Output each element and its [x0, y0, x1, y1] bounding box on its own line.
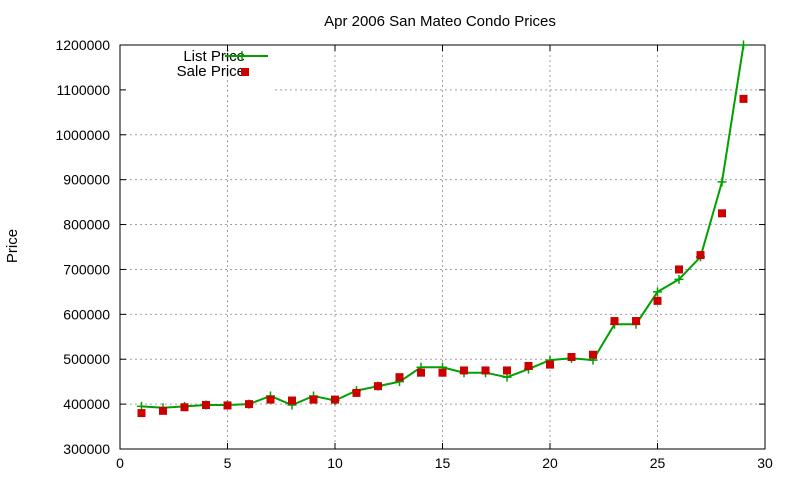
sale-price-point	[460, 366, 468, 375]
list-price-point	[739, 40, 748, 50]
sale-price-point	[438, 368, 447, 377]
sale-price-point	[718, 209, 726, 218]
x-tick-label: 10	[327, 455, 343, 471]
sale-price-point	[288, 396, 296, 405]
y-tick-label: 300000	[63, 441, 110, 457]
sale-price-point	[503, 366, 511, 375]
y-tick-label: 400000	[63, 396, 110, 412]
sale-price-point	[524, 361, 533, 370]
sale-price-point	[331, 395, 339, 404]
sale-price-point	[352, 388, 361, 397]
list-price-point	[653, 287, 662, 297]
axis-ticks: 0 5 10 15 20 25 30 300000 400000 500000 600000 7000…	[55, 37, 773, 471]
y-tick-label: 700000	[63, 261, 110, 277]
sale-price-point	[739, 94, 748, 103]
y-tick-label: 1200000	[55, 37, 110, 53]
sale-price-point	[245, 400, 253, 409]
x-tick-label: 30	[757, 455, 773, 471]
sale-price-point	[395, 373, 404, 382]
sale-price-point	[137, 409, 146, 418]
x-tick-label: 20	[542, 455, 558, 471]
sale-price-point	[202, 401, 210, 410]
sale-price-point	[589, 350, 597, 359]
y-tick-label: 800000	[63, 217, 110, 233]
y-tick-label: 500000	[63, 351, 110, 367]
legend-swatch-sale-price-marker	[241, 68, 249, 76]
legend-swatch-list-price-marker	[237, 51, 247, 61]
chart-title: Apr 2006 San Mateo Condo Prices	[324, 13, 556, 30]
x-tick-label: 5	[224, 455, 232, 471]
x-tick-label: 0	[116, 455, 124, 471]
x-tick-label: 25	[650, 455, 666, 471]
list-price-point	[674, 274, 684, 284]
sale-price-point	[309, 395, 318, 404]
y-tick-label: 1000000	[55, 127, 110, 143]
y-tick-label: 600000	[63, 306, 110, 322]
sale-price-point	[223, 401, 232, 410]
sale-price-point	[675, 265, 683, 274]
sale-price-point	[632, 317, 640, 326]
sale-price-point	[266, 395, 275, 404]
legend-label-sale-price: Sale Price	[177, 63, 245, 80]
legend: List Price Sale Price	[177, 48, 268, 80]
sale-price-point	[567, 352, 576, 361]
sale-price-point	[610, 317, 619, 326]
sale-price-point	[159, 406, 167, 415]
sale-price-point	[696, 251, 705, 260]
sale-price-point	[546, 360, 554, 369]
series-layer	[137, 40, 748, 418]
sale-price-point	[417, 368, 425, 377]
sale-price-point	[653, 296, 662, 305]
sale-price-point	[180, 403, 189, 412]
y-tick-label: 1100000	[57, 82, 111, 98]
grid	[120, 45, 765, 449]
list-price-point	[717, 177, 727, 187]
sale-price-point	[481, 366, 490, 375]
y-axis-label: Price	[4, 229, 21, 263]
sale-price-point	[374, 382, 382, 391]
x-tick-label: 15	[435, 455, 451, 471]
y-tick-label: 900000	[63, 172, 110, 188]
legend-label-list-price: List Price	[183, 48, 245, 65]
